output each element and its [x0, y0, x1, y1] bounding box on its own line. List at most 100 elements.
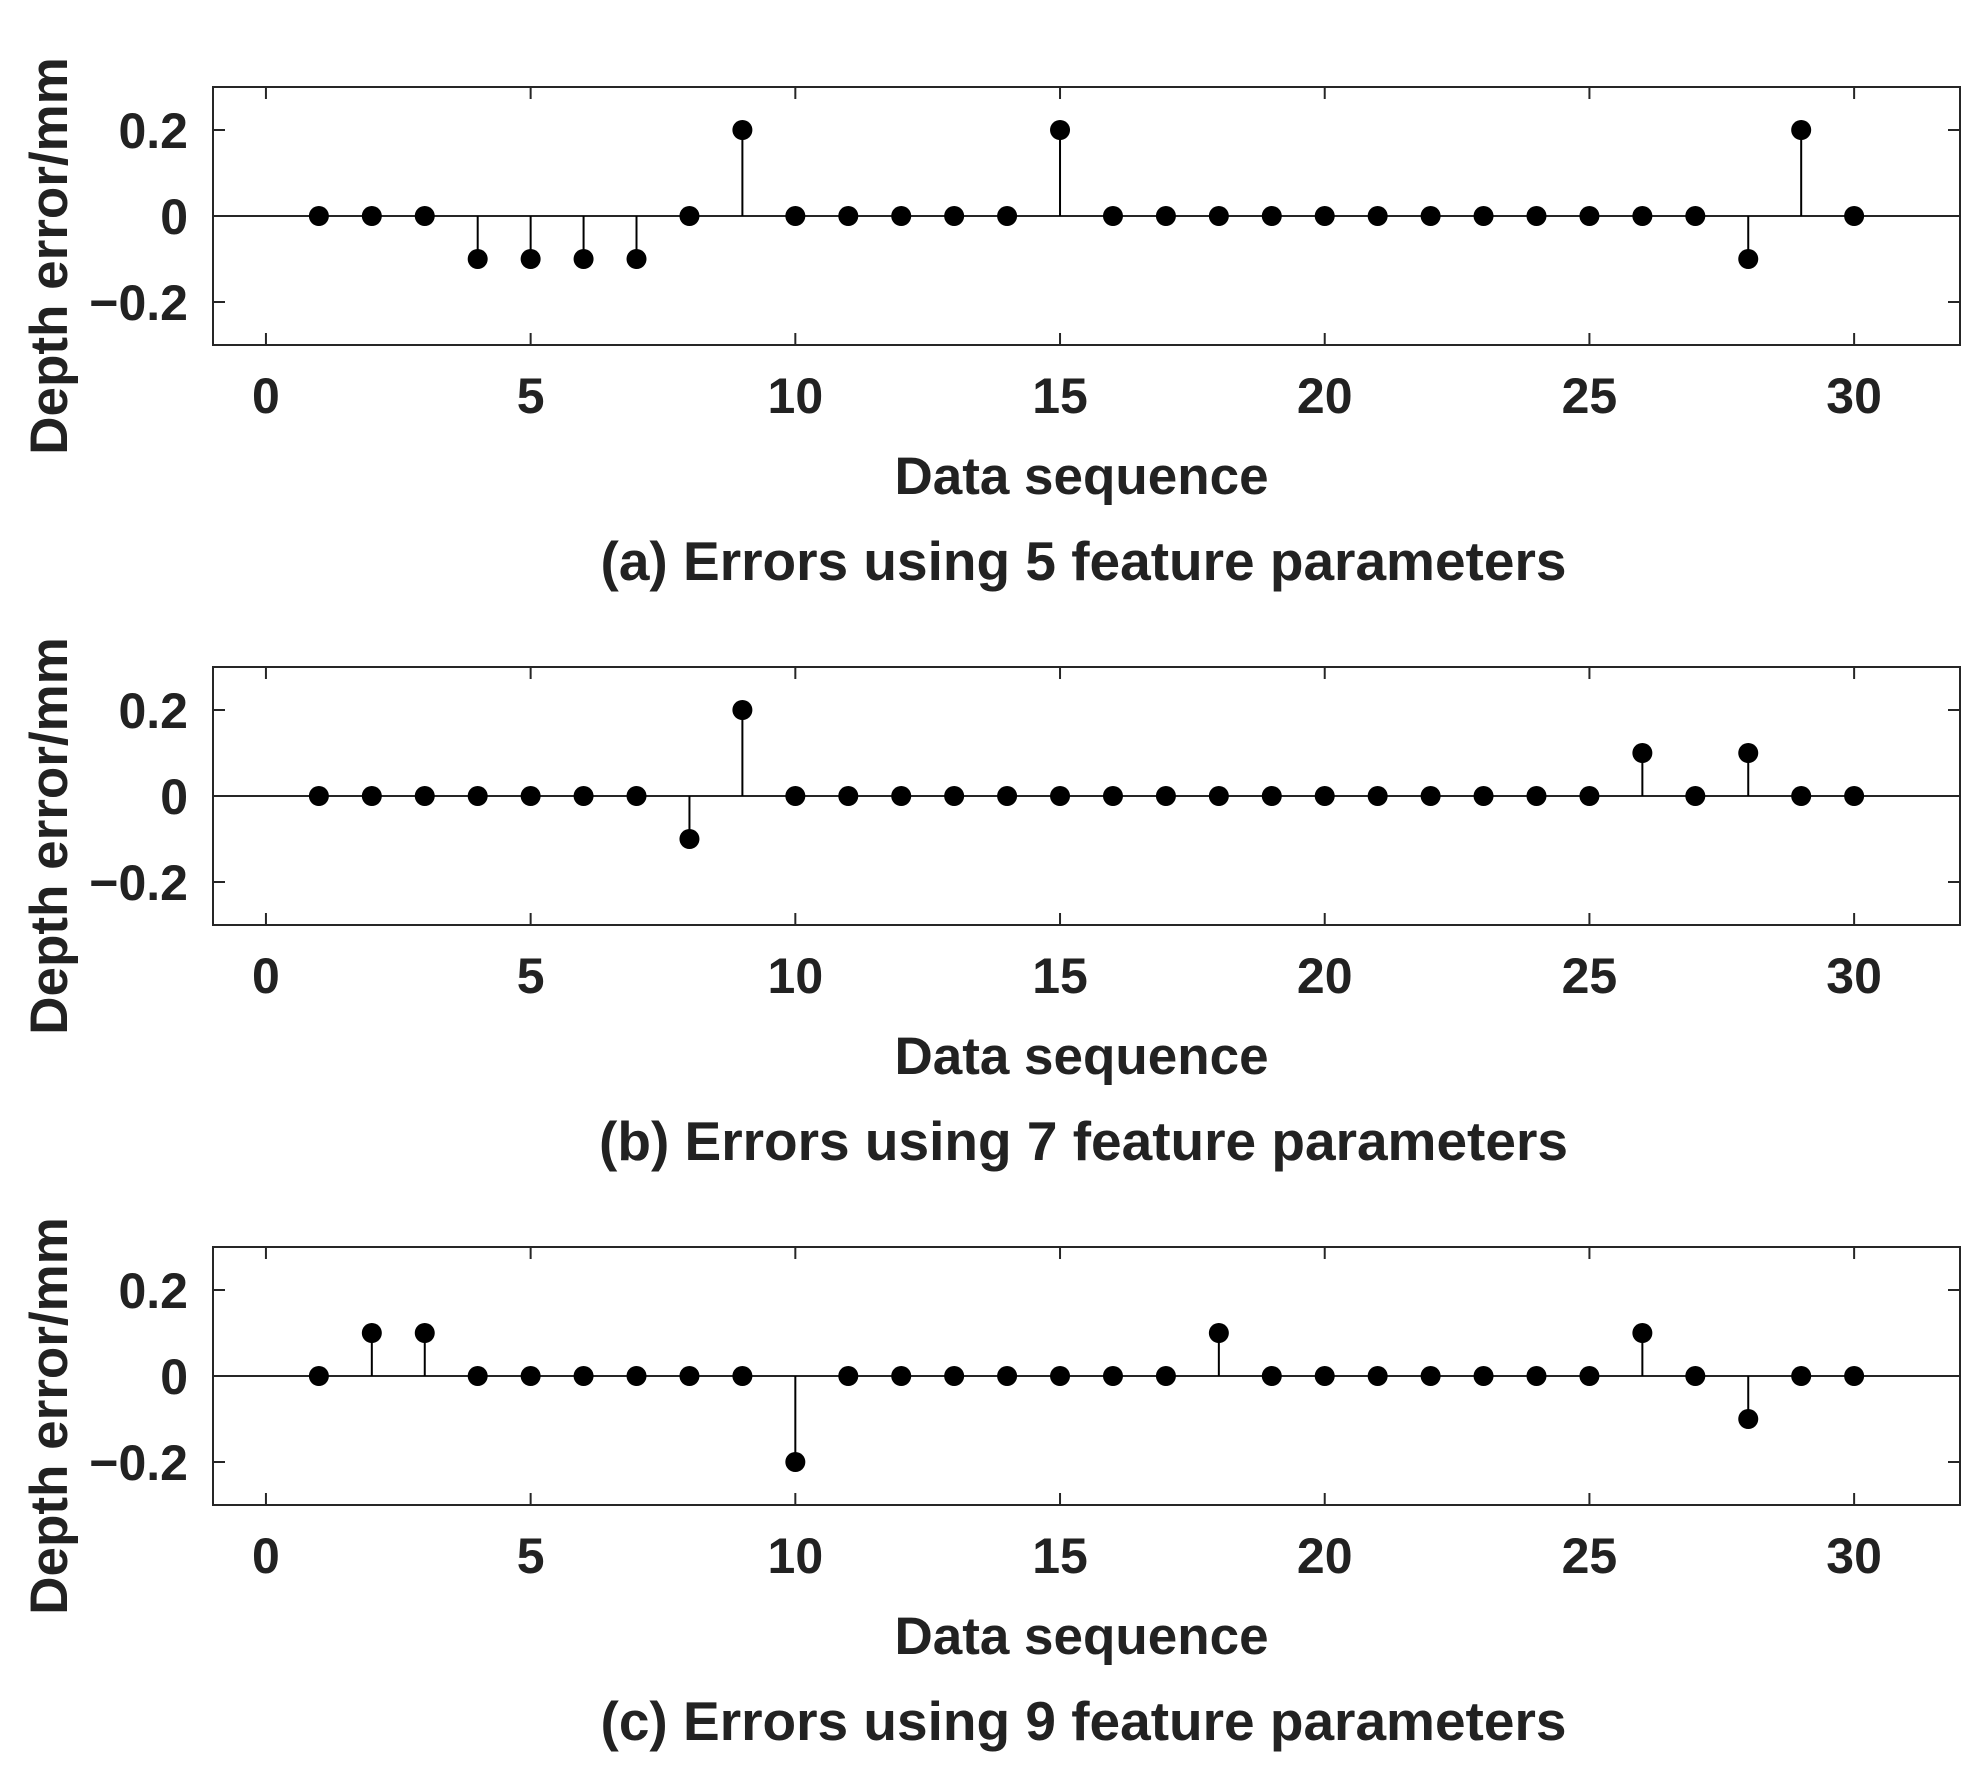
panel-caption: (b) Errors using 7 feature parameters — [599, 1110, 1568, 1172]
stem-marker — [1261, 1366, 1282, 1386]
stem-marker — [1844, 1366, 1865, 1386]
y-tick-label: −0.2 — [89, 275, 188, 331]
stem-marker — [1579, 206, 1600, 226]
stem-marker — [1526, 1366, 1547, 1386]
y-tick-label: −0.2 — [89, 855, 188, 911]
stem-marker — [1579, 1366, 1600, 1386]
x-tick-label: 5 — [517, 368, 545, 424]
y-tick-label: 0 — [160, 189, 188, 245]
stem-marker — [1314, 786, 1335, 806]
stem-marker — [1632, 743, 1653, 763]
x-tick-label: 10 — [768, 1528, 824, 1584]
stem-marker — [573, 1366, 594, 1386]
stem-marker — [1685, 1366, 1706, 1386]
stem-marker — [732, 1366, 753, 1386]
stem-marker — [414, 206, 435, 226]
stem-marker — [1102, 206, 1123, 226]
stem-marker — [1420, 206, 1441, 226]
stem-marker — [1050, 120, 1071, 140]
stem-marker — [573, 249, 594, 269]
stem-marker — [838, 1366, 859, 1386]
x-tick-label: 0 — [252, 368, 280, 424]
stem-marker — [891, 1366, 912, 1386]
stem-marker — [1738, 743, 1759, 763]
y-tick-label: 0.2 — [118, 1263, 188, 1319]
stem-marker — [1632, 1323, 1653, 1343]
chart-panel-c: 0 5 10 15 20 25 30 0.2 0 −0.2 Data sequence Depth e… — [20, 1217, 1961, 1752]
stem-marker — [785, 786, 806, 806]
x-tick-label: 20 — [1297, 948, 1353, 1004]
x-tick-label: 5 — [517, 1528, 545, 1584]
stem-marker — [361, 786, 382, 806]
stem-marker — [414, 786, 435, 806]
stem-marker — [838, 786, 859, 806]
stem-marker — [308, 786, 329, 806]
stem-marker — [1208, 1323, 1229, 1343]
stem-marker — [732, 120, 753, 140]
x-tick-label: 10 — [768, 368, 824, 424]
panel-caption: (c) Errors using 9 feature parameters — [601, 1690, 1567, 1752]
chart-panel-a: 0 5 10 15 20 25 30 0.2 0 −0.2 Data sequence Depth e… — [20, 57, 1961, 592]
stem-marker — [944, 1366, 965, 1386]
stem-marker — [1102, 1366, 1123, 1386]
stem-marker — [308, 206, 329, 226]
y-axis-label: Depth error/mm — [20, 1217, 79, 1615]
stem-marker — [891, 206, 912, 226]
stem-marker — [1102, 786, 1123, 806]
stem-marker — [1473, 1366, 1494, 1386]
stem-marker — [467, 786, 488, 806]
stem-marker — [520, 1366, 541, 1386]
stem-marker — [626, 786, 647, 806]
stem-marker — [1579, 786, 1600, 806]
stem-marker — [891, 786, 912, 806]
stem-marker — [997, 786, 1018, 806]
stem-marker — [1738, 1409, 1759, 1429]
stem-marker — [1685, 206, 1706, 226]
stem-marker — [1155, 786, 1176, 806]
stem-marker — [1791, 120, 1812, 140]
stem-marker — [361, 1323, 382, 1343]
stem-marker — [1208, 206, 1229, 226]
x-tick-label: 25 — [1562, 948, 1618, 1004]
y-tick-label: 0.2 — [118, 103, 188, 159]
stem-marker — [1208, 786, 1229, 806]
stem-marker — [1632, 206, 1653, 226]
x-tick-label: 0 — [252, 1528, 280, 1584]
stem-marker — [1526, 786, 1547, 806]
stem-marker — [1050, 786, 1071, 806]
stem-marker — [1473, 206, 1494, 226]
stem-marker — [997, 206, 1018, 226]
stem-marker — [1050, 1366, 1071, 1386]
stem-marker — [361, 206, 382, 226]
x-tick-label: 0 — [252, 948, 280, 1004]
chart-panel-b: 0 5 10 15 20 25 30 0.2 0 −0.2 Data sequence Depth e… — [20, 637, 1961, 1172]
stem-marker — [997, 1366, 1018, 1386]
stem-marker — [1791, 1366, 1812, 1386]
stem-marker — [1367, 786, 1388, 806]
stem-marker — [1155, 206, 1176, 226]
x-axis-label: Data sequence — [894, 1607, 1268, 1666]
x-tick-label: 30 — [1826, 368, 1882, 424]
stem-marker — [1685, 786, 1706, 806]
stem-marker — [1420, 786, 1441, 806]
stem-marker — [573, 786, 594, 806]
stem-marker — [1526, 206, 1547, 226]
stem-marker — [626, 1366, 647, 1386]
stem-marker — [785, 206, 806, 226]
stem-marker — [944, 206, 965, 226]
y-tick-label: 0.2 — [118, 683, 188, 739]
stem-marker — [1473, 786, 1494, 806]
stem-marker — [679, 1366, 700, 1386]
stem-marker — [1791, 786, 1812, 806]
y-axis-label: Depth error/mm — [20, 57, 79, 455]
stem-marker — [838, 206, 859, 226]
stem-marker — [785, 1452, 806, 1472]
panel-caption: (a) Errors using 5 feature parameters — [601, 530, 1567, 592]
stem-marker — [626, 249, 647, 269]
x-tick-label: 15 — [1032, 1528, 1088, 1584]
x-tick-label: 20 — [1297, 368, 1353, 424]
x-tick-label: 10 — [768, 948, 824, 1004]
stem-marker — [1367, 206, 1388, 226]
x-tick-label: 20 — [1297, 1528, 1353, 1584]
